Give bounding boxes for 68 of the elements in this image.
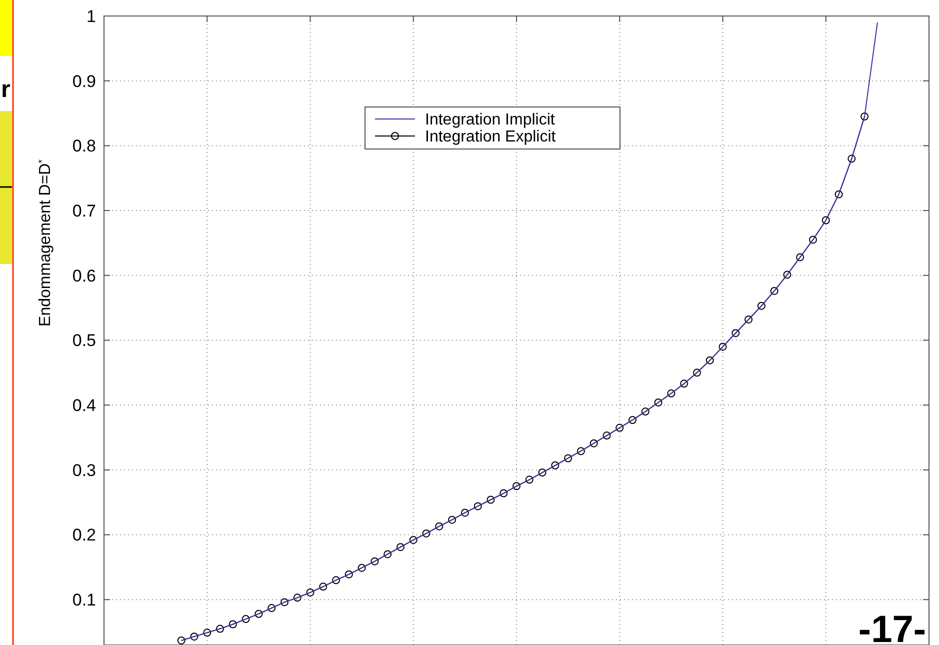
point <box>228 620 237 628</box>
y-tick-label: 0.7 <box>72 201 96 220</box>
point <box>770 286 778 295</box>
point <box>706 356 714 364</box>
point <box>396 543 404 552</box>
y-tick-label: 0.3 <box>72 460 96 480</box>
point <box>177 636 186 644</box>
point <box>203 628 212 637</box>
point <box>680 380 688 388</box>
point <box>744 315 753 324</box>
point <box>822 216 830 224</box>
point <box>486 496 495 504</box>
point <box>358 564 366 572</box>
point <box>732 329 740 338</box>
point <box>280 598 288 606</box>
y-tick-label: 1 <box>86 6 96 26</box>
point <box>474 502 482 510</box>
point <box>602 432 611 440</box>
point <box>422 529 430 538</box>
y-tick-label: 0.9 <box>72 72 96 91</box>
y-tick-label: 0.5 <box>72 331 96 350</box>
point <box>344 570 353 578</box>
point <box>538 468 546 477</box>
point <box>667 389 676 398</box>
point <box>757 302 766 310</box>
point <box>435 522 444 530</box>
point <box>834 190 843 198</box>
point <box>551 461 560 470</box>
point <box>268 604 276 612</box>
annotation: -17- <box>858 609 926 645</box>
point <box>254 610 263 618</box>
point <box>384 550 392 558</box>
y-tick-label: 0.4 <box>72 396 96 416</box>
point <box>409 536 418 544</box>
point <box>576 447 585 456</box>
point <box>512 482 520 490</box>
point <box>808 236 817 244</box>
text: r <box>1 76 10 103</box>
point <box>616 424 624 432</box>
point <box>692 368 701 377</box>
point <box>293 594 302 602</box>
point <box>448 516 456 524</box>
y-tick-label: 0.8 <box>72 136 96 156</box>
point <box>500 489 508 498</box>
point <box>783 270 792 279</box>
point <box>319 582 328 591</box>
point <box>564 454 572 462</box>
point <box>460 508 469 517</box>
point <box>654 398 662 406</box>
point <box>718 342 727 351</box>
point <box>590 439 598 448</box>
legend-label: Integration Explicit <box>425 128 556 146</box>
point <box>332 576 340 584</box>
legend-label: Integration Implicit <box>425 112 556 129</box>
y-tick-label: 0.2 <box>72 526 96 545</box>
point <box>370 557 379 566</box>
point <box>860 112 869 121</box>
point <box>525 476 534 484</box>
point <box>306 588 314 596</box>
point <box>796 253 804 262</box>
point <box>216 624 224 633</box>
point <box>848 154 856 163</box>
y-tick-label: 0.6 <box>72 266 96 286</box>
point <box>641 408 650 416</box>
point <box>190 632 198 641</box>
point <box>242 615 250 624</box>
point <box>628 416 637 424</box>
y-tick-label: 0.1 <box>72 590 96 610</box>
